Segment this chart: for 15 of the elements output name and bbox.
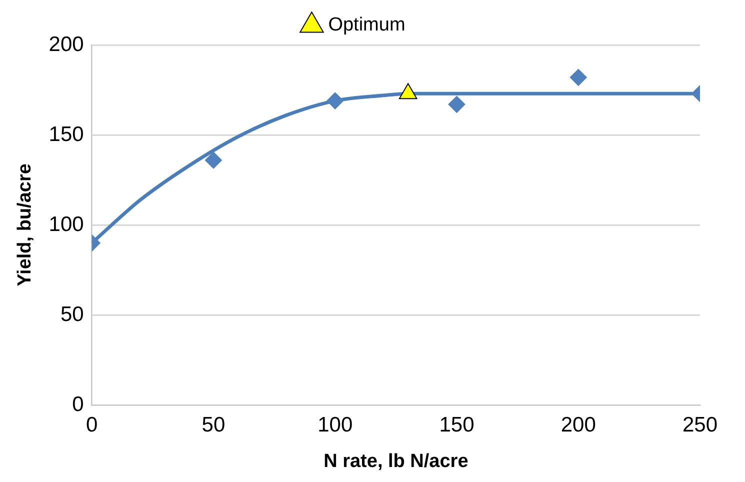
x-tick-label: 150	[439, 413, 474, 436]
y-tick-label: 0	[72, 392, 84, 416]
y-tick-label: 150	[48, 122, 84, 146]
y-tick-label: 50	[60, 302, 84, 326]
y-axis-title: Yield, bu/acre	[14, 164, 36, 286]
point	[326, 92, 344, 110]
x-tick-label: 50	[202, 413, 226, 436]
y-tick-label: 100	[48, 212, 84, 236]
x-tick-label: 200	[560, 413, 596, 436]
x-axis-title: N rate, lb N/acre	[324, 450, 468, 472]
point	[448, 96, 466, 113]
legend-label: Optimum	[328, 14, 406, 36]
x-tick-label: 250	[682, 413, 718, 436]
y-tick-label: 200	[48, 32, 84, 56]
x-tick-label: 100	[318, 413, 353, 436]
